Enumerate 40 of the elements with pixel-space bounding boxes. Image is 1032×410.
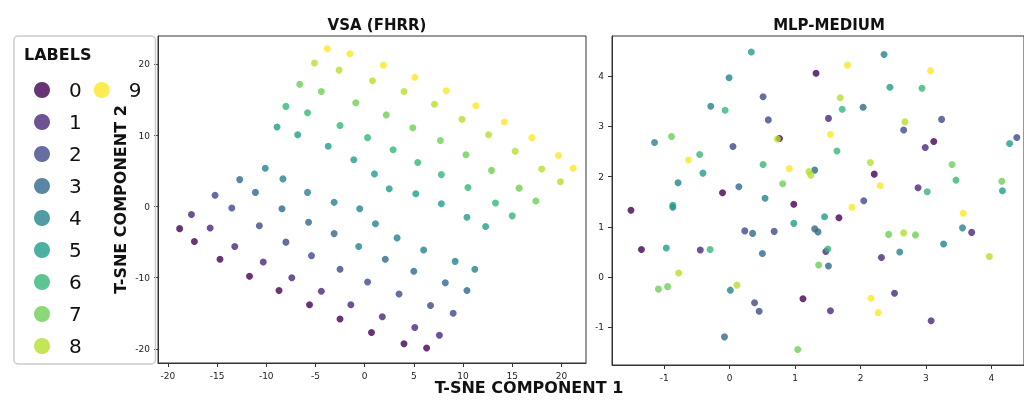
x-tick-label: 20 [555, 370, 568, 381]
legend-label: 0 [69, 78, 82, 102]
y-tick-label: 20 [138, 59, 151, 70]
y-tick-label: -20 [135, 343, 151, 354]
y-tick-label: 0 [144, 201, 151, 212]
x-tick-label: 2 [857, 372, 864, 383]
y-tick-label: -10 [135, 272, 151, 283]
legend-label: 5 [69, 238, 82, 262]
x-tick-label: 3 [923, 372, 929, 383]
y-tick-label: -1 [595, 322, 604, 333]
y-tick-label: 0 [598, 272, 605, 283]
y-tick-label: 3 [598, 121, 604, 132]
x-tick-label: 0 [726, 372, 733, 383]
legend-label: 6 [69, 270, 82, 294]
legend-label: 7 [69, 302, 82, 326]
legend-label: 4 [69, 206, 82, 230]
y-tick-label: 2 [598, 171, 604, 182]
chart-title: MLP-MEDIUM [773, 15, 885, 34]
y-axis-title: T-SNE COMPONENT 2 [110, 105, 130, 294]
x-tick-label: -10 [258, 370, 274, 381]
x-tick-label: 4 [988, 372, 995, 383]
y-tick-label: 4 [598, 71, 605, 82]
legend-label: 1 [69, 110, 82, 134]
legend-label: 9 [128, 78, 142, 102]
y-tick-label: 10 [138, 130, 151, 141]
x-tick-label: -5 [310, 370, 320, 381]
legend-label: 2 [69, 142, 82, 166]
x-tick-label: -1 [659, 372, 669, 383]
chart-title: VSA (FHRR) [327, 15, 427, 34]
x-tick-label: -20 [160, 370, 176, 381]
x-tick-label: -15 [209, 370, 225, 381]
x-tick-label: 15 [506, 370, 518, 381]
legend-label: 8 [69, 334, 82, 358]
legend-label: 3 [69, 174, 82, 198]
y-tick-label: 1 [598, 221, 604, 232]
x-tick-label: 5 [410, 370, 417, 381]
x-tick-label: 1 [792, 372, 798, 383]
x-tick-label: 0 [361, 370, 368, 381]
x-tick-label: 10 [457, 370, 470, 381]
legend-title: LABELS [24, 44, 92, 64]
